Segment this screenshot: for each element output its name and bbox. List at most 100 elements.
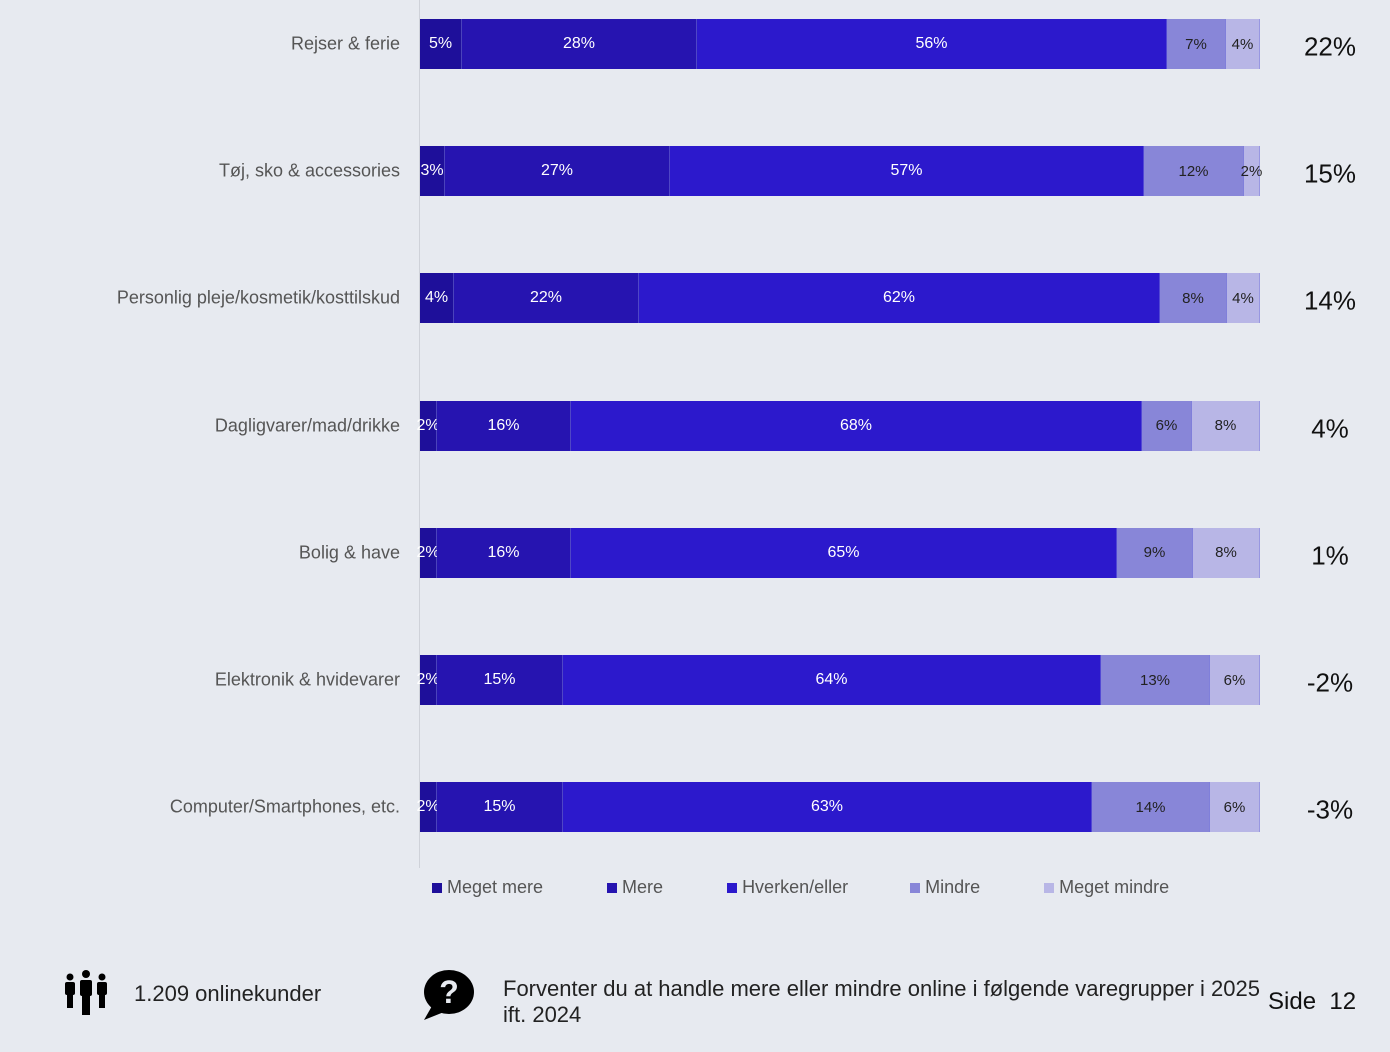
bar-segment: 12% xyxy=(1144,146,1244,197)
bar-segment: 13% xyxy=(1101,655,1210,705)
bar-segment: 64% xyxy=(563,655,1101,705)
data-label: 6% xyxy=(1223,671,1246,689)
data-label: 4% xyxy=(1232,289,1254,307)
data-label: 15% xyxy=(483,798,516,816)
net-value: -2% xyxy=(1306,667,1354,698)
legend: Meget mere Mere Hverken/eller Mindre Meget m… xyxy=(432,877,1169,898)
bar-segment: 65% xyxy=(571,527,1117,578)
bar-segment: 7% xyxy=(1167,19,1226,69)
data-label: 4% xyxy=(1231,35,1254,53)
bar-segment: 2% xyxy=(416,527,440,578)
data-label: 16% xyxy=(487,416,520,434)
data-label: 16% xyxy=(487,543,520,561)
legend-swatch xyxy=(432,882,442,893)
legend-swatch xyxy=(607,882,618,893)
bar-segment: 28% xyxy=(462,19,697,69)
data-label: 64% xyxy=(815,671,848,688)
bar-segment: 57% xyxy=(670,146,1144,197)
bar-segment: 8% xyxy=(1193,527,1260,578)
data-label: 65% xyxy=(827,543,860,561)
bar-segment: 6% xyxy=(1210,655,1260,705)
bar-segment: 16% xyxy=(437,400,571,451)
bar-row: 4% 22% 62% 8% 4% xyxy=(420,273,1260,324)
data-label: 7% xyxy=(1185,35,1207,53)
bar-row: 2% 16% 68% 6% 8% xyxy=(416,400,1260,451)
bar-segment: 5% xyxy=(420,19,462,69)
category-label: Rejser & ferie xyxy=(290,33,400,54)
net-value: -3% xyxy=(1306,794,1354,825)
data-label: 8% xyxy=(1182,289,1204,307)
data-label: 12% xyxy=(1178,162,1209,180)
category-label: Computer/Smartphones, etc. xyxy=(169,796,400,817)
bar-segment: 8% xyxy=(1160,273,1227,324)
legend-label: Hverken/eller xyxy=(742,877,849,897)
bar-segment: 62% xyxy=(639,273,1160,324)
page-number-value: 12 xyxy=(1329,988,1357,1015)
respondent-count: 1.209 onlinekunder xyxy=(134,981,322,1006)
bar-segment: 68% xyxy=(571,400,1142,451)
legend-item: Meget mindre xyxy=(1044,877,1169,898)
legend-item: Hverken/eller xyxy=(727,877,848,898)
bar-row: 2% 15% 63% 14% 6% xyxy=(416,782,1260,833)
data-label: 22% xyxy=(529,289,563,307)
data-label: 5% xyxy=(428,35,453,52)
category-label: Elektronik & hvidevarer xyxy=(214,669,400,690)
category-label: Personlig pleje/kosmetik/kosttilskud xyxy=(116,287,400,308)
legend-item: Mere xyxy=(607,877,663,898)
data-label: 15% xyxy=(483,671,516,688)
data-label: 2% xyxy=(416,416,440,434)
category-label: Bolig & have xyxy=(298,542,400,563)
data-label: 2% xyxy=(1240,162,1263,180)
data-label: 57% xyxy=(890,162,923,180)
legend-label: Mere xyxy=(622,877,664,897)
bar-segment: 15% xyxy=(437,655,563,705)
bar-segment: 2% xyxy=(416,782,440,833)
bar-segment: 16% xyxy=(437,527,571,578)
bar-segment: 4% xyxy=(1227,273,1260,324)
category-label: Dagligvarer/mad/drikke xyxy=(214,415,400,436)
data-label: 3% xyxy=(420,162,444,180)
data-label: 13% xyxy=(1139,671,1171,689)
legend-swatch xyxy=(1044,882,1055,893)
legend-swatch xyxy=(727,882,738,893)
data-label: 63% xyxy=(810,798,844,816)
bar-row: 5% 28% 56% 7% 4% xyxy=(420,19,1260,69)
bar-segment: 6% xyxy=(1210,782,1260,833)
bar-segment: 6% xyxy=(1142,400,1192,451)
data-label: 28% xyxy=(562,35,596,52)
net-value: 14% xyxy=(1303,285,1357,316)
page-number: Side 12 xyxy=(1268,988,1356,1016)
legend-label: Mindre xyxy=(925,877,981,897)
bar-segment: 4% xyxy=(420,273,454,324)
legend-label: Meget mere xyxy=(447,877,544,897)
category-label: Tøj, sko & accessories xyxy=(218,160,400,181)
net-value: 1% xyxy=(1311,540,1349,571)
bar-segment: 22% xyxy=(454,273,639,324)
legend-item: Mindre xyxy=(910,877,980,898)
bar-segment: 27% xyxy=(445,146,670,197)
data-label: 4% xyxy=(424,289,449,307)
legend-item: Meget mere xyxy=(432,877,543,898)
data-label: 2% xyxy=(416,543,440,561)
data-label: 6% xyxy=(1223,798,1246,816)
bar-row: 3% 27% 57% 12% 2% xyxy=(420,146,1263,197)
bar-segment: 4% xyxy=(1226,19,1260,69)
bar-segment: 56% xyxy=(697,19,1167,69)
bar-segment: 2% xyxy=(416,400,440,451)
page-label: Side xyxy=(1268,988,1317,1015)
svg-text:?: ? xyxy=(439,974,459,1010)
data-label: 6% xyxy=(1155,417,1178,435)
data-label: 2% xyxy=(416,798,440,816)
data-label: 2% xyxy=(416,671,440,688)
data-label: 8% xyxy=(1215,544,1237,562)
net-value: 22% xyxy=(1303,31,1357,62)
data-label: 68% xyxy=(839,416,873,434)
data-label: 56% xyxy=(915,35,948,52)
bar-segment: 2% xyxy=(416,655,440,705)
question-bubble-icon: ? xyxy=(422,968,476,1027)
bar-row: 2% 16% 65% 9% 8% xyxy=(416,527,1260,578)
legend-swatch xyxy=(910,882,921,893)
bar-row: 2% 15% 64% 13% 6% xyxy=(416,655,1260,705)
bar-segment: 8% xyxy=(1192,400,1260,451)
bar-segment: 9% xyxy=(1117,527,1193,578)
